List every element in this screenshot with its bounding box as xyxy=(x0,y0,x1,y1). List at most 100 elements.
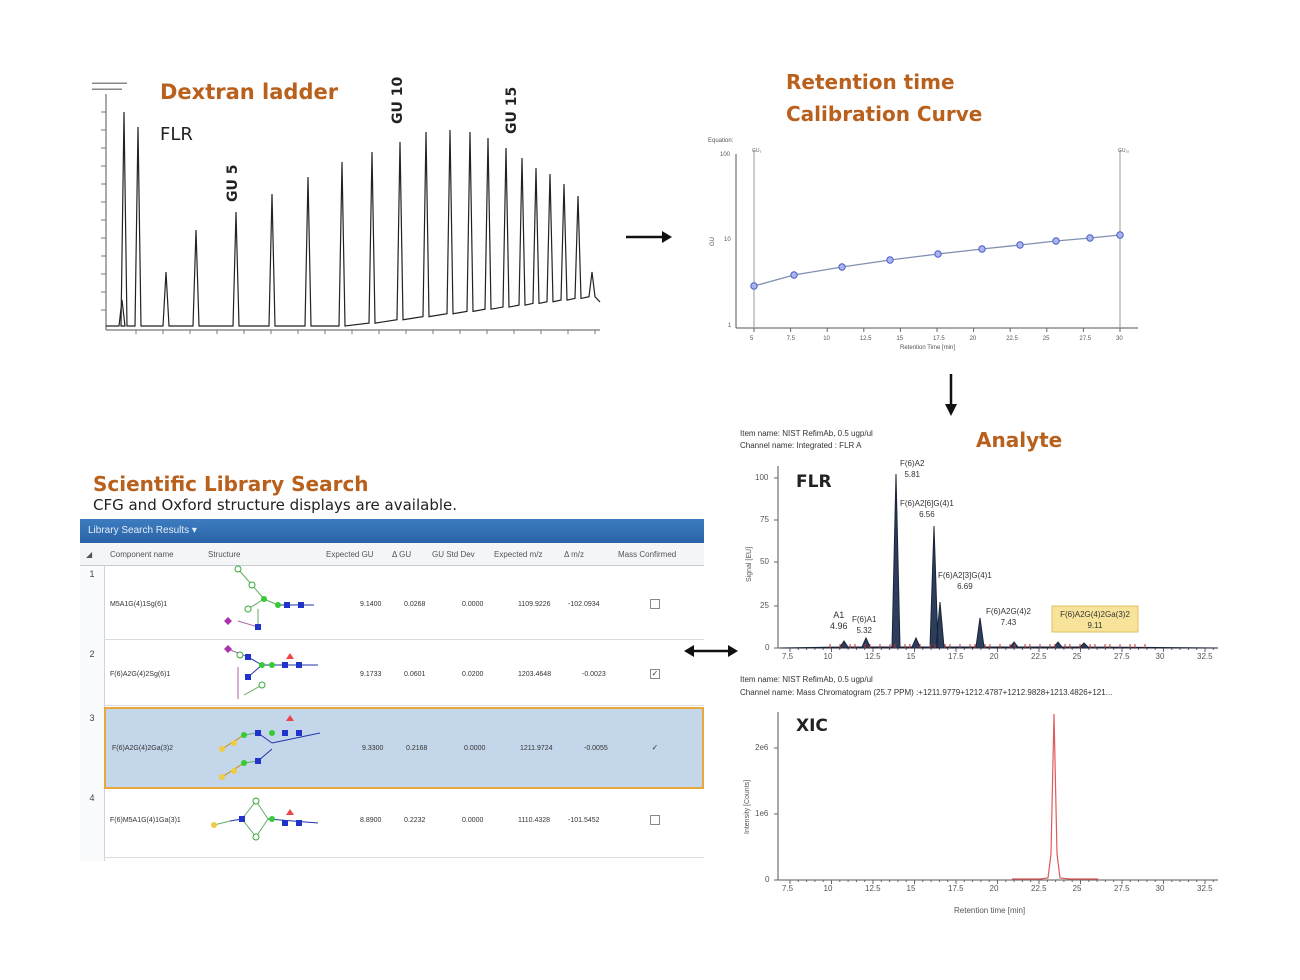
peak-label-f6a1: F(6)A1 5.32 xyxy=(852,614,876,636)
analyte-title: Analyte xyxy=(976,428,1063,452)
svg-text:GU₅: GU₅ xyxy=(752,148,762,154)
col-mass-confirmed[interactable]: Mass Confirmed xyxy=(618,550,677,559)
row-expected-gu: 9.1733 xyxy=(360,671,382,678)
xtick-label: 25 xyxy=(1072,652,1082,661)
mass-confirmed-checkbox[interactable]: ✓ xyxy=(650,669,660,679)
table-row[interactable]: F(6)A2G(4)2Sg(6)1 9.1733 0.0601 0.0200 1… xyxy=(104,639,704,706)
glycan-structure-icon xyxy=(219,715,320,780)
cal-xlabel: Retention Time [min] xyxy=(900,345,956,351)
xtick-label: 30 xyxy=(1155,884,1165,893)
xtick-label: 32.5 xyxy=(1197,884,1213,893)
col-structure[interactable]: Structure xyxy=(208,550,241,559)
xtick-label: 22.5 xyxy=(1031,884,1047,893)
library-bar-title[interactable]: Library Search Results ▾ xyxy=(88,525,197,536)
svg-text:GU₁₅: GU₁₅ xyxy=(1118,148,1129,154)
xic-panel-label: XIC xyxy=(796,716,828,736)
cal-xtick-label: 30 xyxy=(1116,336,1123,342)
ytick-label: 75 xyxy=(760,515,769,524)
mass-confirmed-checkbox[interactable]: ✓ xyxy=(651,743,659,752)
ytick-label: 1e6 xyxy=(755,809,769,818)
cal-ytick-1: 1 xyxy=(728,323,732,329)
peak-f6a2g42-name: F(6)A2G(4)2 xyxy=(986,607,1031,616)
library-results-bar[interactable]: Library Search Results ▾ xyxy=(80,519,704,543)
col-gu-std-dev[interactable]: GU Std Dev xyxy=(432,550,475,559)
peak-label-highlighted: F(6)A2G(4)2Ga(3)2 9.11 xyxy=(1054,609,1136,631)
arrow-down-icon xyxy=(945,374,957,416)
xtick-label: 12.5 xyxy=(865,884,881,893)
arrow-right-icon xyxy=(626,231,672,243)
flr-label: FLR xyxy=(160,124,193,145)
double-arrow-icon xyxy=(684,645,738,657)
peak-a1-rt: 4.96 xyxy=(830,621,848,631)
calibration-point xyxy=(886,256,894,264)
flr-ylabel: Signal [EU] xyxy=(746,546,753,582)
row-number: 3 xyxy=(89,713,95,723)
col-expected-gu[interactable]: Expected GU xyxy=(326,550,374,559)
cal-ylabel: GU xyxy=(710,237,716,246)
calibration-point xyxy=(1052,237,1060,245)
row-number: 4 xyxy=(89,793,95,803)
row-delta-gu: 0.0601 xyxy=(404,671,426,678)
row-expected-mz: 1203.4648 xyxy=(518,671,552,678)
dextran-chromatogram xyxy=(101,94,601,334)
col-delta-mz[interactable]: Δ m/z xyxy=(564,550,585,559)
peak-f6a2-6-rt: 6.56 xyxy=(919,510,935,519)
row-delta-gu: 0.0268 xyxy=(404,601,426,608)
gu10-label: GU 10 xyxy=(390,76,406,124)
calibration-curve: GU₅ GU₁₅ 5 7.5 10 12.5 15 17.5 20 22.5 25 27.5 30 xyxy=(735,148,1138,342)
flr-chart-panel: FLR Signal [EU] 100 75 50 25 0 7.5 10 12.5 15 17… xyxy=(740,456,1220,676)
library-subtitle: CFG and Oxford structure displays are av… xyxy=(93,496,457,514)
calibration-equation-label: Equation: xyxy=(708,138,734,144)
cal-xtick-label: 10 xyxy=(823,336,830,342)
table-row[interactable]: M5A1G(4)1Sg(6)1 9.1400 0.0268 0.0000 110… xyxy=(104,565,704,640)
calibration-point xyxy=(934,250,942,258)
row-component-name: F(6)M5A1G(4)1Ga(3)1 xyxy=(110,817,181,824)
col-component-name[interactable]: Component name xyxy=(110,550,174,559)
xic-item-name: Item name: NIST RefimAb, 0.5 ugp/ul xyxy=(740,675,873,684)
glycan-structure-icon xyxy=(224,645,318,699)
mass-confirmed-checkbox[interactable] xyxy=(650,599,660,609)
calibration-point xyxy=(1086,234,1094,242)
analyte-item-name: Item name: NIST RefimAb, 0.5 ugp/ul xyxy=(740,429,873,438)
glycan-structure-icon xyxy=(211,797,318,841)
gu5-label: GU 5 xyxy=(225,164,241,202)
peak-f6a1-name: F(6)A1 xyxy=(852,615,877,624)
col-delta-gu[interactable]: Δ GU xyxy=(392,550,412,559)
xic-chart-panel: XIC Intensity [Counts] 2e6 1e6 0 7.5 10 12.5… xyxy=(740,704,1220,926)
row-expected-mz: 1110.4328 xyxy=(518,817,551,824)
peak-label-f6a2: F(6)A2 5.81 xyxy=(900,458,924,480)
row-gu-std-dev: 0.0200 xyxy=(462,671,484,678)
peak-f6a2-6-name: F(6)A2[6]G(4)1 xyxy=(900,499,954,508)
calibration-point xyxy=(978,245,986,253)
table-row[interactable]: F(6)M5A1G(4)1Ga(3)1 8.8900 0.2232 0.0000… xyxy=(104,787,704,858)
gu15-label: GU 15 xyxy=(504,86,520,134)
xic-ylabel: Intensity [Counts] xyxy=(744,779,751,834)
library-table-header: ◢ Component name Structure Expected GU Δ… xyxy=(80,543,704,566)
peak-f6a2-3-name: F(6)A2[3]G(4)1 xyxy=(938,571,992,580)
row-delta-mz: -101.5452 xyxy=(568,817,600,824)
xtick-label: 20 xyxy=(989,652,999,661)
ytick-label: 0 xyxy=(765,875,770,884)
row-component-name: M5A1G(4)1Sg(6)1 xyxy=(110,601,168,608)
dextran-title: Dextran ladder xyxy=(160,80,339,104)
dextran-header-text: ▬▬▬▬▬▬▬ ▬▬▬▬▬▬ xyxy=(92,80,127,92)
row-expected-gu: 9.1400 xyxy=(360,601,382,608)
calibration-title-line2: Calibration Curve xyxy=(786,102,983,126)
xtick-label: 17.5 xyxy=(948,884,964,893)
xtick-label: 22.5 xyxy=(1031,652,1047,661)
col-expected-mz[interactable]: Expected m/z xyxy=(494,550,543,559)
row-component-name: F(6)A2G(4)2Sg(6)1 xyxy=(110,671,171,678)
xtick-label: 7.5 xyxy=(782,652,794,661)
cal-ytick-10: 10 xyxy=(724,237,731,243)
table-row-selected[interactable]: F(6)A2G(4)2Ga(3)2 9.3300 0.2168 0.0000 1… xyxy=(104,707,704,789)
peak-f6a1-rt: 5.32 xyxy=(856,626,873,635)
cal-xtick-label: 27.5 xyxy=(1079,336,1091,342)
mass-confirmed-checkbox[interactable] xyxy=(650,815,660,825)
peak-label-f6a2-3-g41: F(6)A2[3]G(4)1 6.69 xyxy=(938,570,992,592)
row-gu-std-dev: 0.0000 xyxy=(462,817,484,824)
library-search-results: Library Search Results ▾ ◢ Component nam… xyxy=(80,519,704,863)
row-gu-std-dev: 0.0000 xyxy=(462,601,484,608)
cal-xtick-label: 17.5 xyxy=(933,336,945,342)
xtick-label: 30 xyxy=(1155,652,1165,661)
xic-channel-name: Channel name: Mass Chromatogram (25.7 PP… xyxy=(740,688,1113,697)
